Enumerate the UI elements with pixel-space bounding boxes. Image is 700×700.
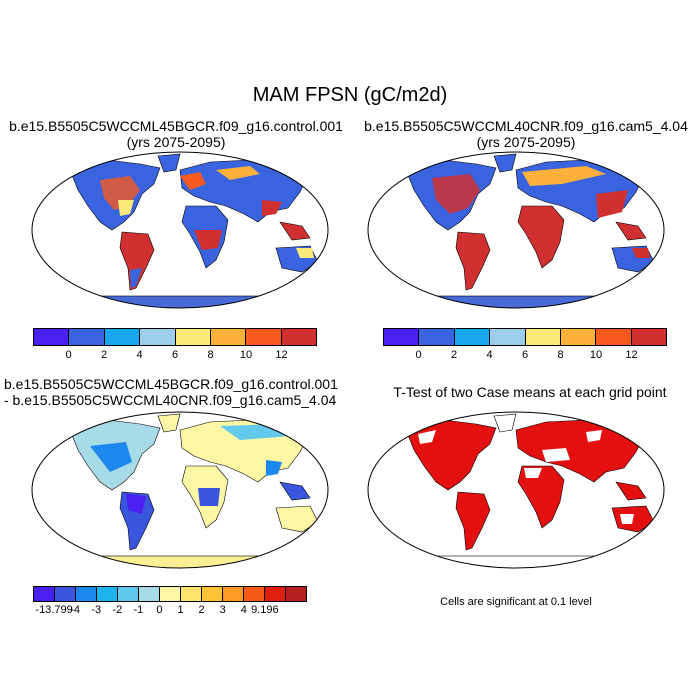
colorbar-box: [560, 329, 597, 345]
panel-title-line2: (yrs 2075-2095): [126, 134, 226, 150]
colorbar-tick-label: 10: [589, 349, 603, 361]
colorbar-box: [55, 587, 76, 601]
colorbar-ticks-control: 0 2 4 6 8 10 12: [33, 349, 317, 363]
colorbar-tick-label: 6: [171, 349, 179, 361]
colorbar-box: [202, 587, 223, 601]
colorbar-box: [525, 329, 561, 345]
colorbar-tick-label: 6: [521, 349, 529, 361]
map-cam5: [367, 151, 665, 309]
colorbar-box: [104, 329, 141, 345]
colorbar-box: [160, 587, 181, 601]
colorbar-tick-label: 9.196: [251, 604, 279, 616]
colorbar-box: [175, 329, 211, 345]
colorbar-tick-label: 8: [557, 349, 564, 361]
panel-title-line1: b.e15.B5505C5WCCML45BGCR.f09_g16.control…: [9, 118, 343, 134]
colorbar-tick-label: 2: [198, 604, 205, 616]
map-difference: [31, 411, 329, 569]
colorbar-box: [181, 587, 202, 601]
colorbar-box: [596, 329, 632, 345]
colorbar-box: [210, 329, 247, 345]
significance-note: Cells are significant at 0.1 level: [440, 596, 592, 608]
colorbar-box: [281, 329, 316, 345]
colorbar-tick-label: 12: [625, 349, 638, 361]
colorbar-tick-label: 0: [415, 349, 422, 361]
panel-title-line2: - b.e15.B5505C5WCCML40CNR.f09_g16.cam5_4…: [4, 392, 337, 408]
map-control: [31, 151, 329, 309]
colorbar-tick-label: 12: [275, 349, 288, 361]
colorbar-box: [419, 329, 455, 345]
panel-title-cam5: b.e15.B5505C5WCCML40CNR.f09_g16.cam5_4.0…: [352, 118, 700, 150]
colorbar-cam5: [383, 328, 667, 346]
colorbar-tick-label: 0: [65, 349, 72, 361]
panel-title-ttest: T-Test of two Case means at each grid po…: [393, 384, 667, 400]
panel-title-line1: b.e15.B5505C5WCCML45BGCR.f09_g16.control…: [4, 376, 338, 392]
colorbar-tick-label: -13.799: [35, 604, 73, 616]
colorbar-box: [246, 329, 282, 345]
panel-title-control: b.e15.B5505C5WCCML45BGCR.f09_g16.control…: [0, 118, 352, 150]
colorbar-box: [69, 329, 105, 345]
map-ttest: [367, 411, 665, 569]
colorbar-tick-label: 8: [207, 349, 214, 361]
land-greenland: [157, 153, 181, 173]
colorbar-tick-label: 4: [240, 604, 247, 616]
colorbar-box: [631, 329, 666, 345]
colorbar-box: [139, 587, 160, 601]
colorbar-tick-label: -2: [112, 604, 123, 616]
colorbar-box: [97, 587, 118, 601]
colorbar-box: [140, 329, 176, 345]
colorbar-tick-label: -3: [91, 604, 102, 616]
colorbar-box: [490, 329, 526, 345]
colorbar-tick-label: 0: [156, 604, 163, 616]
colorbar-tick-label: 1: [177, 604, 184, 616]
colorbar-tick-label: 2: [450, 349, 458, 361]
colorbar-box: [454, 329, 491, 345]
colorbar-difference: [33, 586, 307, 602]
figure-title: MAM FPSN (gC/m2d): [252, 84, 448, 106]
colorbar-tick-label: 4: [136, 349, 143, 361]
land-south-america: [119, 231, 155, 291]
colorbar-tick-label: 4: [486, 349, 493, 361]
colorbar-box: [244, 587, 265, 601]
colorbar-box: [286, 587, 306, 601]
colorbar-box: [223, 587, 244, 601]
colorbar-box: [118, 587, 139, 601]
colorbar-tick-label: 3: [219, 604, 226, 616]
colorbar-box: [76, 587, 97, 601]
colorbar-tick-label: -1: [133, 604, 144, 616]
colorbar-box: [34, 329, 70, 345]
panel-title-line2: (yrs 2075-2095): [476, 134, 576, 150]
colorbar-tick-label: 2: [100, 349, 108, 361]
colorbar-ticks-cam5: 0 2 4 6 8 10 12: [383, 349, 667, 363]
colorbar-tick-label: -4: [70, 604, 81, 616]
colorbar-ticks-difference: -13.799 -4 -3 -2 -1 0 1 2 3 4 9.196: [33, 604, 307, 618]
colorbar-box: [34, 587, 55, 601]
colorbar-box: [265, 587, 286, 601]
panel-title-difference: b.e15.B5505C5WCCML45BGCR.f09_g16.control…: [4, 376, 352, 408]
panel-title-line1: b.e15.B5505C5WCCML40CNR.f09_g16.cam5_4.0…: [364, 118, 688, 134]
colorbar-tick-label: 10: [239, 349, 253, 361]
colorbar-box: [384, 329, 420, 345]
colorbar-control: [33, 328, 317, 346]
